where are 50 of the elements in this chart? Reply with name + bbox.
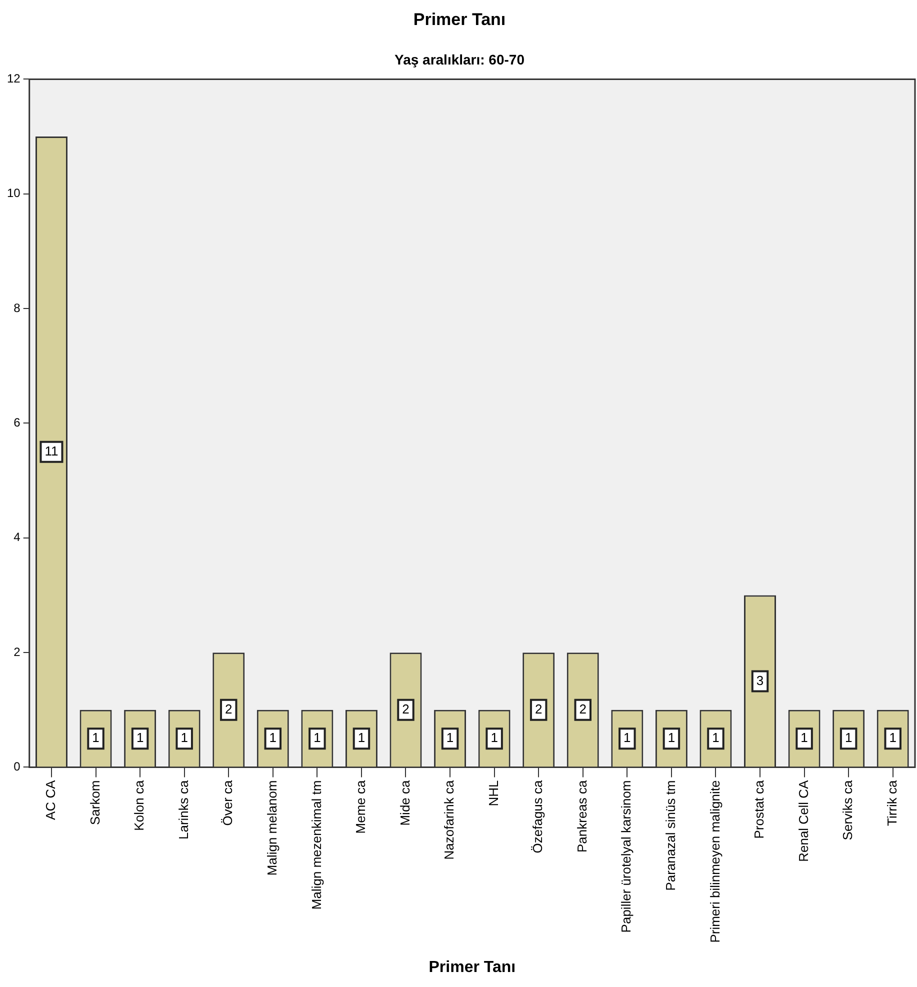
x-tick-label: Tirrik ca (884, 779, 900, 826)
x-tick-label: Över ca (220, 779, 236, 826)
y-tick-label: 0 (14, 760, 21, 774)
x-tick-label: Papiller ürotelyal karsinom (618, 780, 634, 933)
y-tick-label: 2 (14, 644, 21, 659)
data-label: 1 (844, 730, 852, 746)
data-label: 2 (534, 701, 542, 716)
data-label: 1 (490, 730, 498, 746)
x-tick-label: NHL (486, 780, 501, 806)
data-label: 2 (579, 701, 586, 716)
x-tick-label: Paranazal sinüs tm (663, 780, 678, 891)
chart-subtitle: Yaş aralıkları: 60-70 (394, 52, 525, 68)
y-tick-label: 6 (14, 416, 21, 430)
x-tick-label: Prostat ca (752, 779, 767, 839)
x-tick-label: Meme ca (353, 779, 368, 834)
x-tick-label: Malign mezenkimal tm (308, 780, 324, 910)
x-tick-label: Renal Cell CA (796, 780, 811, 862)
x-tick-label: Serviks ca (840, 779, 856, 840)
x-tick-label: Kolon ca (132, 779, 147, 831)
data-label: 1 (358, 730, 366, 746)
data-label: 1 (446, 730, 454, 746)
data-label: 1 (712, 730, 720, 746)
x-tick-label: Malign melanom (264, 780, 280, 876)
data-label: 11 (44, 443, 58, 458)
data-label: 3 (756, 672, 764, 688)
x-tick-label: Primeri bilinmeyen malignite (707, 780, 722, 943)
data-label: 1 (668, 730, 676, 746)
x-tick-label: AC CA (43, 780, 58, 820)
x-tick-label: Sarkom (87, 780, 102, 826)
data-label: 2 (402, 701, 410, 716)
data-label: 2 (225, 701, 232, 716)
x-tick-label: Nazofarink ca (442, 779, 457, 860)
y-tick-label: 10 (6, 186, 21, 200)
data-label: 1 (624, 730, 631, 746)
data-label: 1 (889, 730, 896, 746)
data-label: 1 (136, 730, 144, 746)
y-tick-label: 12 (6, 72, 21, 86)
chart-title: Primer Tanı (413, 10, 506, 29)
data-label: 1 (269, 730, 277, 746)
x-tick-label: Özefagus ca (530, 779, 546, 854)
x-tick-label: Pankreas ca (574, 779, 590, 853)
data-label: 1 (800, 730, 808, 746)
x-tick-label: Larinks ca (176, 779, 191, 840)
y-tick-label: 8 (14, 300, 21, 315)
data-label: 1 (314, 730, 321, 746)
x-tick-label: Mide ca (397, 779, 412, 826)
y-tick-label: 4 (14, 530, 21, 544)
data-label: 1 (92, 730, 100, 746)
data-label: 1 (180, 730, 188, 746)
x-axis-title: Primer Tanı (428, 958, 516, 976)
